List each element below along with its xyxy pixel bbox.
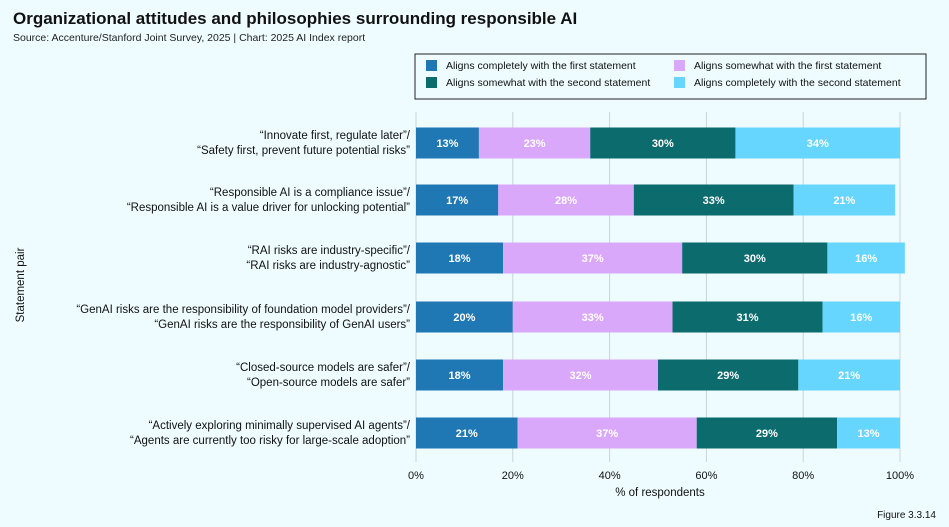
bar-value-label: 30% [744,253,766,265]
legend-swatch [426,60,437,71]
bar-segment [696,417,838,449]
bar-value-label: 28% [555,195,577,207]
bar-segment [498,184,634,216]
bar-segment [416,127,479,159]
bar-value-label: 33% [582,312,604,324]
x-tick-label: 100% [886,470,914,482]
bar-value-label: 21% [456,428,478,440]
bar-value-label: 33% [703,195,725,207]
category-label: “GenAI risks are the responsibility of f… [76,304,410,316]
bar-segment [416,242,504,274]
category-label: “Safety first, prevent future potential … [197,145,410,157]
bar-segment [416,359,504,391]
bar-value-label: 16% [850,312,872,324]
category-label: “Responsible AI is a compliance issue”/ [210,187,411,199]
x-tick-label: 40% [599,470,621,482]
chart-subtitle: Source: Accenture/Stanford Joint Survey,… [13,32,365,44]
bar-segment [682,242,828,274]
bar-segment [416,417,518,449]
category-label: “GenAI risks are the responsibility of G… [154,319,410,331]
x-ticks: 0% 20% 40% 60% 80% 100% [408,470,914,482]
category-label: “Actively exploring minimally supervised… [149,420,411,432]
category-label: “Agents are currently too risky for larg… [130,435,410,447]
bar-value-label: 18% [449,253,471,265]
bar-value-label: 29% [717,370,739,382]
bar-value-label: 34% [807,138,829,150]
category-label: “Open-source models are safer” [247,377,410,389]
x-tick-label: 60% [695,470,717,482]
bar-segment [735,127,900,159]
grid-lines [415,112,901,462]
x-tick-label: 80% [792,470,814,482]
figure-label: Figure 3.3.14 [877,510,936,521]
bar-segment [478,127,591,159]
bar-value-label: 16% [855,253,877,265]
category-label: “RAI risks are industry-specific”/ [248,245,411,257]
bar-value-label: 13% [436,138,458,150]
category-labels: “Innovate first, regulate later”/ “Safety… [76,130,410,447]
legend-entry: Aligns somewhat with the second statemen… [446,77,650,89]
bar-value-label: 31% [737,312,759,324]
bar-segment [590,127,736,159]
bars: 13% 23% 30% 34% 17% 28% 33% 21% 18% 37% 30% 16% 20% 3… [416,127,905,449]
x-axis-title: % of respondents [615,487,705,499]
category-label: “Innovate first, regulate later”/ [260,130,411,142]
bar-value-label: 29% [756,428,778,440]
bar-segment [822,301,900,333]
x-tick-label: 20% [502,470,524,482]
bar-segment [672,301,823,333]
legend-entry: Aligns somewhat with the first statement [694,60,881,72]
bar-segment [503,359,658,391]
bar-value-label: 21% [838,370,860,382]
bar-segment [503,242,683,274]
bar-segment [633,184,794,216]
bar-value-label: 13% [858,428,880,440]
bar-segment [793,184,896,216]
x-tick-label: 0% [408,470,424,482]
bar-value-label: 18% [449,370,471,382]
legend-swatch [674,77,685,88]
bar-value-label: 23% [524,138,546,150]
bar-value-label: 21% [833,195,855,207]
legend-entry: Aligns completely with the first stateme… [446,60,636,72]
category-label: “Responsible AI is a value driver for un… [127,202,410,214]
bar-value-label: 20% [453,312,475,324]
bar-value-label: 32% [570,370,592,382]
y-axis-title: Statement pair [15,247,27,322]
bar-segment [512,301,673,333]
chart-title: Organizational attitudes and philosophie… [13,9,577,28]
bar-segment [658,359,799,391]
bar-segment [416,301,513,333]
legend-swatch [674,60,685,71]
bar-segment [416,184,499,216]
bar-value-label: 17% [446,195,468,207]
bar-segment [517,417,697,449]
category-label: “RAI risks are industry-agnostic” [246,260,410,272]
legend: Aligns completely with the first stateme… [414,53,927,100]
legend-entry: Aligns completely with the second statem… [694,77,901,89]
legend-swatch [426,77,437,88]
bar-segment [827,242,905,274]
bar-segment [837,417,900,449]
bar-segment [798,359,900,391]
category-label: “Closed-source models are safer”/ [236,362,411,374]
bar-value-label: 37% [596,428,618,440]
bar-value-label: 30% [652,138,674,150]
legend-box [414,53,927,100]
bar-value-label: 37% [582,253,604,265]
